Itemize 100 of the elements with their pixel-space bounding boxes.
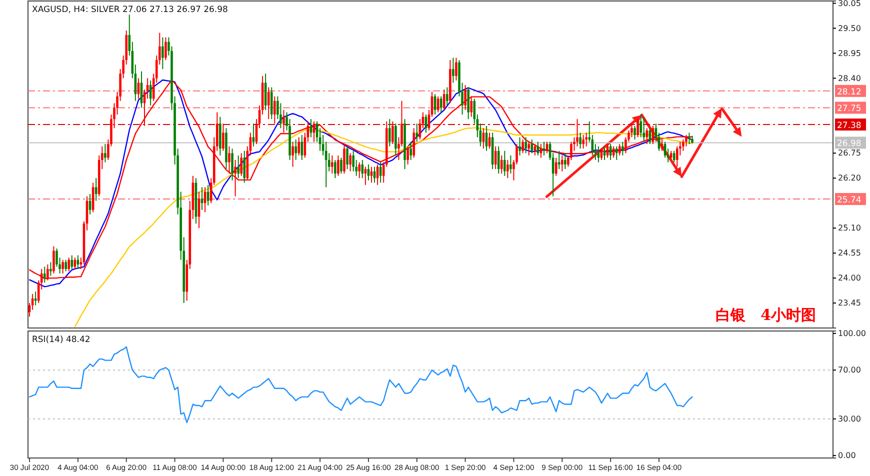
candlestick	[634, 125, 636, 140]
ref-line-label: 28.12	[837, 87, 862, 98]
candlestick	[558, 150, 560, 170]
candlestick	[579, 132, 582, 150]
candlestick	[330, 154, 334, 174]
candlestick	[406, 146, 409, 165]
candlestick	[340, 157, 342, 174]
candlestick	[452, 57, 454, 84]
candlestick	[642, 116, 646, 142]
candlestick	[446, 86, 448, 106]
candlestick	[510, 154, 512, 174]
candlestick	[222, 123, 224, 152]
candlestick	[282, 110, 285, 134]
y-tick-label: 30.05	[838, 0, 861, 8]
candlestick	[337, 154, 340, 176]
candlestick	[464, 84, 466, 110]
candlestick	[231, 148, 234, 181]
y-tick-label: 24.00	[838, 274, 861, 283]
y-tick-label: 30.00	[838, 414, 861, 424]
candlestick	[652, 125, 654, 145]
candlestick	[292, 141, 294, 168]
candlestick	[43, 266, 46, 284]
candlestick	[630, 123, 633, 138]
candlestick	[518, 136, 521, 156]
candlestick	[294, 139, 297, 160]
candlestick	[685, 134, 688, 147]
candlestick	[164, 36, 167, 61]
y-tick-label: 23.45	[838, 298, 861, 308]
candlestick	[482, 128, 485, 150]
candlestick	[672, 150, 676, 163]
candlestick	[682, 139, 684, 152]
candlestick	[564, 152, 566, 170]
candlestick	[455, 57, 458, 81]
y-tick-label: 0.00	[838, 451, 856, 460]
candlestick	[470, 96, 473, 118]
candlestick	[640, 114, 642, 138]
candlestick	[646, 128, 648, 145]
ref-line-label: 25.74	[837, 196, 862, 206]
candlestick	[234, 159, 236, 197]
candlestick	[334, 159, 336, 179]
candlestick	[64, 259, 67, 272]
candlestick	[349, 152, 352, 172]
candlestick	[68, 257, 70, 272]
annotation: 白银 4小时图	[716, 306, 816, 324]
candlestick	[34, 291, 37, 306]
candlestick	[62, 259, 64, 274]
line-series	[28, 346, 693, 424]
candlestick	[560, 154, 564, 172]
candlestick	[615, 146, 618, 160]
ref-line-label: 26.98	[837, 139, 862, 150]
candlestick	[346, 146, 348, 170]
candlestick	[300, 134, 304, 160]
candlestick	[343, 144, 346, 174]
candlestick	[524, 136, 527, 154]
ref-line-label: 27.38	[837, 121, 862, 132]
candlestick	[352, 150, 354, 172]
candlestick	[636, 118, 639, 138]
candlestick	[388, 118, 391, 147]
y-tick-label: 26.75	[838, 148, 861, 158]
candlestick	[394, 123, 397, 156]
candlestick	[52, 246, 55, 274]
candlestick	[585, 132, 588, 147]
candlestick	[412, 128, 416, 158]
candlestick	[503, 150, 506, 176]
candlestick	[70, 254, 74, 270]
y-tick-label: 70.00	[838, 366, 861, 375]
candlestick	[576, 118, 578, 147]
y-tick-label: 26.20	[838, 174, 861, 183]
candlestick	[542, 141, 546, 156]
y-tick-label: 28.95	[838, 48, 861, 58]
candlestick	[270, 86, 273, 120]
y-tick-label: 25.10	[838, 224, 861, 233]
candlestick	[528, 141, 530, 156]
y-tick-label: 100.00	[838, 329, 866, 338]
candlestick	[442, 89, 446, 110]
candlestick	[416, 123, 418, 142]
candlestick	[522, 139, 524, 154]
candlestick	[500, 154, 503, 174]
candlestick	[410, 141, 412, 160]
candlestick	[298, 136, 300, 156]
candlestick	[50, 262, 52, 276]
y-tick-label: 24.55	[838, 248, 861, 258]
y-tick-label: 28.40	[838, 74, 861, 83]
text: RSI(14) 48.42	[32, 335, 90, 345]
candlestick	[392, 120, 394, 145]
candlestick	[162, 36, 164, 70]
candlestick	[622, 141, 624, 156]
candlestick	[485, 125, 488, 152]
candlestick	[618, 144, 621, 156]
candlestick	[240, 152, 243, 176]
text: XAGUSD, H4: SILVER 27.06 27.13 26.97 26.98	[32, 5, 228, 15]
candlestick	[228, 146, 230, 174]
candlestick	[237, 154, 240, 179]
candlestick	[530, 139, 534, 154]
candlestick	[243, 150, 246, 184]
y-tick-label: 29.50	[838, 24, 861, 33]
candlestick	[273, 96, 276, 124]
candlestick	[467, 86, 470, 120]
candlestick	[506, 159, 509, 179]
candlestick	[676, 146, 678, 168]
